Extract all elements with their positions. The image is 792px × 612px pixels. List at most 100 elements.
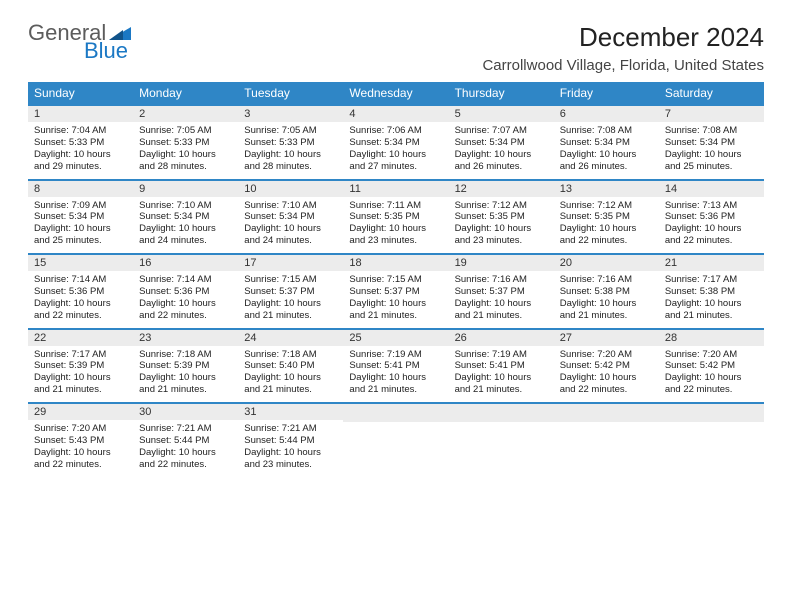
sunset-line: Sunset: 5:35 PM <box>560 211 653 223</box>
day-number: 29 <box>28 404 133 420</box>
sunset-line: Sunset: 5:37 PM <box>349 286 442 298</box>
day-number: 23 <box>133 330 238 346</box>
daylight-line: Daylight: 10 hours and 21 minutes. <box>665 298 758 322</box>
calendar-cell: 24Sunrise: 7:18 AMSunset: 5:40 PMDayligh… <box>238 329 343 404</box>
sunrise-line: Sunrise: 7:04 AM <box>34 125 127 137</box>
daylight-line: Daylight: 10 hours and 23 minutes. <box>244 447 337 471</box>
day-body: Sunrise: 7:13 AMSunset: 5:36 PMDaylight:… <box>659 197 764 254</box>
daylight-line: Daylight: 10 hours and 21 minutes. <box>139 372 232 396</box>
sunset-line: Sunset: 5:42 PM <box>560 360 653 372</box>
daylight-line: Daylight: 10 hours and 21 minutes. <box>349 298 442 322</box>
sunrise-line: Sunrise: 7:05 AM <box>139 125 232 137</box>
calendar-cell: 17Sunrise: 7:15 AMSunset: 5:37 PMDayligh… <box>238 254 343 329</box>
calendar-cell: 4Sunrise: 7:06 AMSunset: 5:34 PMDaylight… <box>343 105 448 180</box>
sunrise-line: Sunrise: 7:10 AM <box>139 200 232 212</box>
calendar-cell <box>659 403 764 477</box>
calendar-cell: 19Sunrise: 7:16 AMSunset: 5:37 PMDayligh… <box>449 254 554 329</box>
sunrise-line: Sunrise: 7:16 AM <box>560 274 653 286</box>
weekday-header: Monday <box>133 82 238 105</box>
day-number: 24 <box>238 330 343 346</box>
sunrise-line: Sunrise: 7:14 AM <box>34 274 127 286</box>
sunrise-line: Sunrise: 7:15 AM <box>244 274 337 286</box>
day-body: Sunrise: 7:12 AMSunset: 5:35 PMDaylight:… <box>449 197 554 254</box>
daylight-line: Daylight: 10 hours and 23 minutes. <box>455 223 548 247</box>
calendar-cell: 21Sunrise: 7:17 AMSunset: 5:38 PMDayligh… <box>659 254 764 329</box>
day-number: 7 <box>659 106 764 122</box>
day-number: 22 <box>28 330 133 346</box>
calendar-cell: 8Sunrise: 7:09 AMSunset: 5:34 PMDaylight… <box>28 180 133 255</box>
sunrise-line: Sunrise: 7:20 AM <box>34 423 127 435</box>
daylight-line: Daylight: 10 hours and 21 minutes. <box>455 372 548 396</box>
calendar-cell <box>449 403 554 477</box>
sunrise-line: Sunrise: 7:21 AM <box>244 423 337 435</box>
sunrise-line: Sunrise: 7:21 AM <box>139 423 232 435</box>
day-body: Sunrise: 7:15 AMSunset: 5:37 PMDaylight:… <box>238 271 343 328</box>
calendar-cell: 31Sunrise: 7:21 AMSunset: 5:44 PMDayligh… <box>238 403 343 477</box>
calendar-cell: 16Sunrise: 7:14 AMSunset: 5:36 PMDayligh… <box>133 254 238 329</box>
sunrise-line: Sunrise: 7:05 AM <box>244 125 337 137</box>
day-body: Sunrise: 7:04 AMSunset: 5:33 PMDaylight:… <box>28 122 133 179</box>
weekday-header: Sunday <box>28 82 133 105</box>
day-body: Sunrise: 7:15 AMSunset: 5:37 PMDaylight:… <box>343 271 448 328</box>
daylight-line: Daylight: 10 hours and 22 minutes. <box>665 372 758 396</box>
day-body: Sunrise: 7:09 AMSunset: 5:34 PMDaylight:… <box>28 197 133 254</box>
day-number: 6 <box>554 106 659 122</box>
day-body: Sunrise: 7:08 AMSunset: 5:34 PMDaylight:… <box>659 122 764 179</box>
day-body: Sunrise: 7:05 AMSunset: 5:33 PMDaylight:… <box>133 122 238 179</box>
sunrise-line: Sunrise: 7:12 AM <box>560 200 653 212</box>
day-body: Sunrise: 7:07 AMSunset: 5:34 PMDaylight:… <box>449 122 554 179</box>
daylight-line: Daylight: 10 hours and 29 minutes. <box>34 149 127 173</box>
sunrise-line: Sunrise: 7:06 AM <box>349 125 442 137</box>
sunset-line: Sunset: 5:34 PM <box>244 211 337 223</box>
sunset-line: Sunset: 5:37 PM <box>244 286 337 298</box>
daylight-line: Daylight: 10 hours and 22 minutes. <box>139 298 232 322</box>
day-body: Sunrise: 7:17 AMSunset: 5:39 PMDaylight:… <box>28 346 133 403</box>
sunset-line: Sunset: 5:33 PM <box>244 137 337 149</box>
sunset-line: Sunset: 5:33 PM <box>34 137 127 149</box>
daylight-line: Daylight: 10 hours and 24 minutes. <box>139 223 232 247</box>
daylight-line: Daylight: 10 hours and 25 minutes. <box>665 149 758 173</box>
daylight-line: Daylight: 10 hours and 21 minutes. <box>34 372 127 396</box>
sunset-line: Sunset: 5:34 PM <box>455 137 548 149</box>
calendar-cell: 10Sunrise: 7:10 AMSunset: 5:34 PMDayligh… <box>238 180 343 255</box>
calendar-cell: 23Sunrise: 7:18 AMSunset: 5:39 PMDayligh… <box>133 329 238 404</box>
day-number: 19 <box>449 255 554 271</box>
sunset-line: Sunset: 5:34 PM <box>665 137 758 149</box>
calendar-cell: 3Sunrise: 7:05 AMSunset: 5:33 PMDaylight… <box>238 105 343 180</box>
day-body: Sunrise: 7:10 AMSunset: 5:34 PMDaylight:… <box>238 197 343 254</box>
logo: General Blue <box>28 22 131 62</box>
daylight-line: Daylight: 10 hours and 22 minutes. <box>665 223 758 247</box>
daylight-line: Daylight: 10 hours and 26 minutes. <box>455 149 548 173</box>
day-body: Sunrise: 7:14 AMSunset: 5:36 PMDaylight:… <box>28 271 133 328</box>
day-number: 20 <box>554 255 659 271</box>
location: Carrollwood Village, Florida, United Sta… <box>482 57 764 74</box>
sunset-line: Sunset: 5:41 PM <box>349 360 442 372</box>
daylight-line: Daylight: 10 hours and 26 minutes. <box>560 149 653 173</box>
day-number: 16 <box>133 255 238 271</box>
day-number: 14 <box>659 181 764 197</box>
day-number: 12 <box>449 181 554 197</box>
sunrise-line: Sunrise: 7:15 AM <box>349 274 442 286</box>
sunset-line: Sunset: 5:44 PM <box>139 435 232 447</box>
calendar-row: 1Sunrise: 7:04 AMSunset: 5:33 PMDaylight… <box>28 105 764 180</box>
sunrise-line: Sunrise: 7:20 AM <box>665 349 758 361</box>
calendar-cell: 1Sunrise: 7:04 AMSunset: 5:33 PMDaylight… <box>28 105 133 180</box>
sunset-line: Sunset: 5:34 PM <box>139 211 232 223</box>
month-title: December 2024 <box>482 22 764 53</box>
calendar-row: 22Sunrise: 7:17 AMSunset: 5:39 PMDayligh… <box>28 329 764 404</box>
calendar-cell: 20Sunrise: 7:16 AMSunset: 5:38 PMDayligh… <box>554 254 659 329</box>
day-number: 28 <box>659 330 764 346</box>
day-body: Sunrise: 7:17 AMSunset: 5:38 PMDaylight:… <box>659 271 764 328</box>
daylight-line: Daylight: 10 hours and 23 minutes. <box>349 223 442 247</box>
day-number: 11 <box>343 181 448 197</box>
sunset-line: Sunset: 5:43 PM <box>34 435 127 447</box>
daylight-line: Daylight: 10 hours and 21 minutes. <box>349 372 442 396</box>
day-number: 30 <box>133 404 238 420</box>
daylight-line: Daylight: 10 hours and 22 minutes. <box>560 372 653 396</box>
sunset-line: Sunset: 5:34 PM <box>34 211 127 223</box>
sunrise-line: Sunrise: 7:08 AM <box>560 125 653 137</box>
day-body: Sunrise: 7:20 AMSunset: 5:42 PMDaylight:… <box>659 346 764 403</box>
sunrise-line: Sunrise: 7:17 AM <box>34 349 127 361</box>
sunrise-line: Sunrise: 7:11 AM <box>349 200 442 212</box>
sunset-line: Sunset: 5:38 PM <box>665 286 758 298</box>
